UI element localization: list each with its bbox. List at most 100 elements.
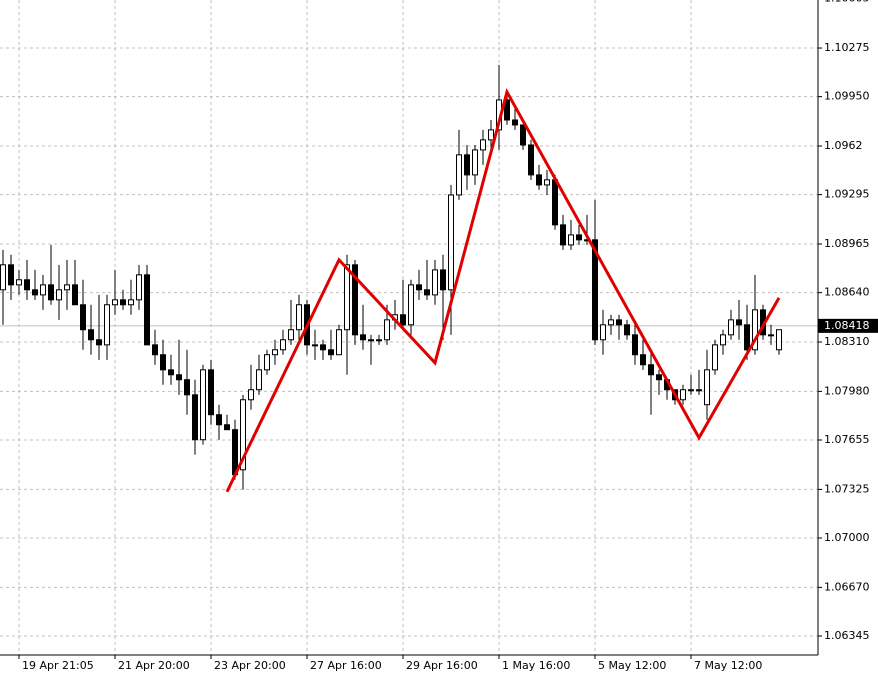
- candle-body: [120, 299, 126, 306]
- candle-body: [336, 329, 342, 356]
- candle-body: [40, 284, 46, 296]
- last-price-label: 1.08418: [824, 319, 870, 332]
- candle-body: [104, 304, 110, 346]
- candle-body: [88, 329, 94, 341]
- candle-body: [512, 119, 518, 126]
- candle-body: [200, 369, 206, 441]
- candle-body: [328, 349, 334, 356]
- candle-body: [744, 324, 750, 351]
- x-tick-label: 21 Apr 20:00: [118, 659, 190, 672]
- candle-body: [208, 369, 214, 416]
- x-tick-label: 7 May 12:00: [694, 659, 762, 672]
- y-tick-label: 1.07000: [824, 531, 870, 544]
- candle-body: [48, 284, 54, 301]
- candle-body: [152, 344, 158, 356]
- plot: [0, 64, 782, 493]
- candle-body: [136, 274, 142, 301]
- x-tick-label: 23 Apr 20:00: [214, 659, 286, 672]
- candle-body: [568, 234, 574, 246]
- candle-body: [16, 279, 22, 286]
- candle-body: [480, 139, 486, 151]
- candle-body: [768, 334, 774, 337]
- y-tick-label: 1.07325: [824, 482, 870, 495]
- candle-body: [552, 179, 558, 226]
- candle-body: [280, 339, 286, 351]
- candle-body: [128, 299, 134, 306]
- y-tick-label: 1.08310: [824, 335, 870, 348]
- candle-body: [536, 174, 542, 186]
- y-tick-label: 1.08640: [824, 286, 870, 299]
- candle-body: [616, 319, 622, 326]
- candle-body: [192, 394, 198, 441]
- candle-body: [24, 279, 30, 291]
- candle-body: [656, 374, 662, 381]
- candle-body: [56, 289, 62, 301]
- candle-body: [112, 299, 118, 306]
- candle-body: [72, 284, 78, 306]
- candle-body: [240, 399, 246, 471]
- candle-body: [544, 179, 550, 186]
- zigzag-line: [225, 88, 781, 493]
- candle-body: [736, 319, 742, 326]
- candle-body: [608, 319, 614, 326]
- candle-body: [248, 389, 254, 401]
- x-tick-label: 1 May 16:00: [502, 659, 570, 672]
- candle-body: [352, 264, 358, 336]
- candle-body: [504, 99, 510, 121]
- y-tick-label: 1.08965: [824, 237, 870, 250]
- candle-body: [576, 234, 582, 241]
- candle-body: [624, 324, 630, 336]
- candle-body: [680, 389, 686, 401]
- candle-body: [384, 319, 390, 341]
- y-tick-label: 1.10275: [824, 41, 870, 54]
- candle-body: [256, 369, 262, 391]
- y-tick-label: 1.10605: [824, 0, 870, 5]
- candle-body: [448, 194, 454, 291]
- candle-body: [752, 309, 758, 351]
- candle-body: [312, 344, 318, 347]
- candle-body: [648, 364, 654, 376]
- candle-body: [424, 289, 430, 296]
- candle-body: [296, 304, 302, 331]
- candle-body: [712, 344, 718, 371]
- candle-body: [368, 339, 374, 342]
- x-tick-label: 29 Apr 16:00: [406, 659, 478, 672]
- candle-body: [272, 349, 278, 356]
- candle-body: [184, 379, 190, 396]
- x-tick-label: 5 May 12:00: [598, 659, 666, 672]
- candle-body: [408, 284, 414, 326]
- grid: [0, 0, 818, 655]
- candle-body: [216, 414, 222, 426]
- candle-body: [360, 334, 366, 341]
- candle-body: [344, 264, 350, 331]
- axes: 1.10605 1.10275 1.09950 1.0962 1.09295 1.0896…: [18, 0, 878, 672]
- candle-body: [432, 269, 438, 296]
- candle-body: [776, 329, 782, 351]
- candle-body: [632, 334, 638, 356]
- candle-body: [376, 339, 382, 342]
- candle-body: [176, 374, 182, 381]
- candle-body: [520, 124, 526, 146]
- candle-body: [144, 274, 150, 346]
- candle-body: [64, 284, 70, 291]
- candle-body: [0, 264, 6, 291]
- candle-body: [400, 314, 406, 326]
- candle-body: [416, 284, 422, 291]
- candle-body: [288, 329, 294, 341]
- y-tick-label: 1.09950: [824, 90, 870, 103]
- candle-body: [8, 264, 14, 286]
- candle-body: [688, 389, 694, 392]
- candle-body: [160, 354, 166, 371]
- candle-body: [528, 144, 534, 176]
- y-tick-label: 1.07655: [824, 433, 870, 446]
- candle-body: [464, 154, 470, 176]
- candle-body: [592, 239, 598, 341]
- candle-body: [80, 304, 86, 331]
- y-tick-label: 1.0962: [824, 139, 863, 152]
- y-tick-label: 1.09295: [824, 188, 870, 201]
- candle-body: [96, 339, 102, 346]
- candle-body: [720, 334, 726, 346]
- candle-body: [488, 129, 494, 141]
- y-tick-label: 1.06345: [824, 629, 870, 642]
